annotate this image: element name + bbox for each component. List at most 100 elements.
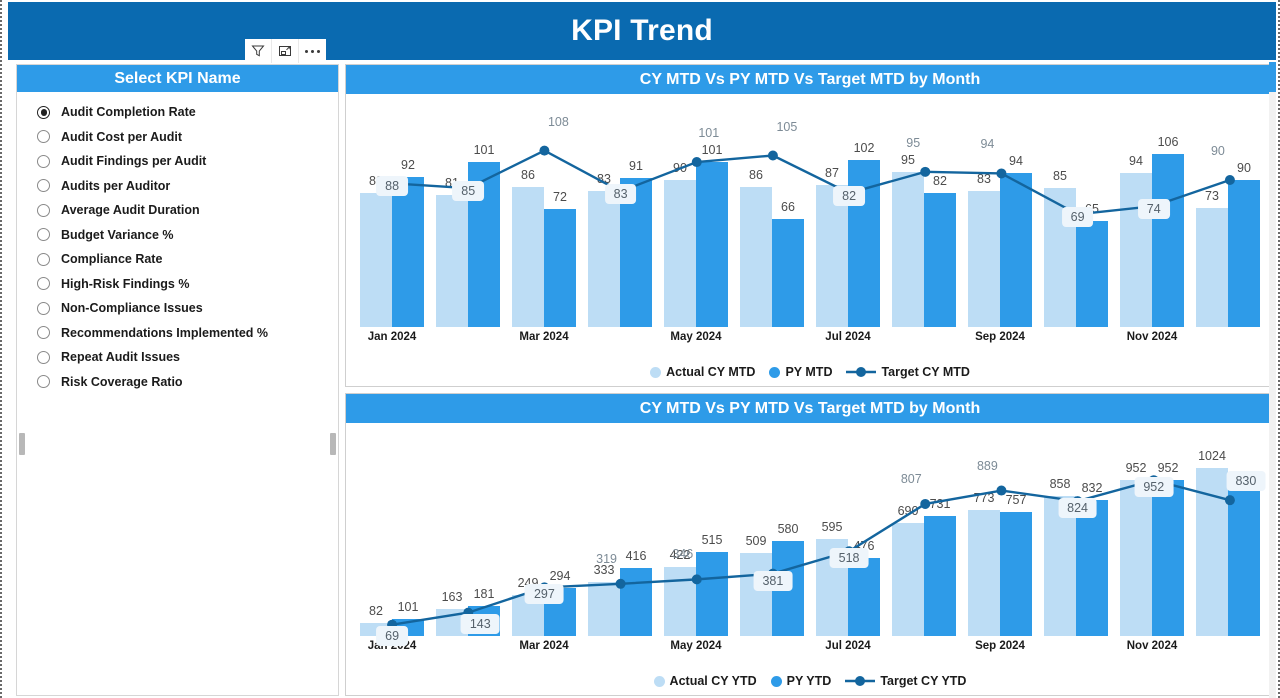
bar-actual[interactable]: 94	[1120, 154, 1152, 327]
bar-actual[interactable]: 82	[360, 604, 392, 636]
slicer-item-label: Budget Variance %	[61, 227, 174, 242]
legend-item[interactable]: Target CY YTD	[845, 674, 966, 688]
bar-py[interactable]: 416	[620, 549, 652, 636]
slicer-item-audit-cost-per-audit[interactable]: Audit Cost per Audit	[37, 125, 338, 150]
slicer-scrollbar-left[interactable]	[19, 433, 25, 455]
x-axis-tick: May 2024	[670, 331, 722, 343]
bar-actual[interactable]: 858	[1044, 477, 1076, 636]
radio-button[interactable]	[37, 179, 50, 193]
bar-py[interactable]: 476	[848, 539, 880, 636]
bar-group: 73 90	[1190, 94, 1266, 327]
bar-py[interactable]: 757	[1000, 493, 1032, 636]
bar-actual[interactable]: 87	[816, 166, 848, 327]
bar-group: 85 65	[1038, 94, 1114, 327]
bar-value-label: 952	[1157, 461, 1179, 476]
slicer-item-high-risk-findings[interactable]: High-Risk Findings %	[37, 272, 338, 297]
legend-item[interactable]: PY YTD	[770, 674, 831, 688]
bar-py[interactable]: 952	[1152, 461, 1184, 636]
radio-button[interactable]	[37, 130, 50, 144]
bar-py[interactable]: 82	[924, 174, 956, 327]
bar-actual[interactable]: 83	[588, 172, 620, 327]
slicer-item-label: Audit Completion Rate	[61, 105, 196, 120]
x-axis-tick	[734, 327, 810, 347]
legend-item[interactable]: Actual CY MTD	[650, 365, 755, 379]
bar-py[interactable]: 66	[772, 200, 804, 327]
bar-actual[interactable]: 595	[816, 520, 848, 636]
bar-py[interactable]: 901	[1228, 470, 1260, 636]
bar-value-label: 333	[593, 562, 615, 577]
legend-item[interactable]: PY MTD	[769, 365, 832, 379]
bar-actual[interactable]: 85	[1044, 169, 1076, 327]
bar-py[interactable]: 515	[696, 533, 728, 636]
radio-button[interactable]	[37, 252, 50, 266]
bar-py[interactable]: 101	[696, 143, 728, 327]
chart-card-ytd: CY MTD Vs PY MTD Vs Target MTD by Month …	[345, 393, 1275, 696]
bar-actual[interactable]: 509	[740, 534, 772, 636]
slicer-item-average-audit-duration[interactable]: Average Audit Duration	[37, 198, 338, 223]
bar-py[interactable]: 65	[1076, 202, 1108, 327]
bar-actual[interactable]: 952	[1120, 461, 1152, 636]
slicer-item-non-compliance-issues[interactable]: Non-Compliance Issues	[37, 296, 338, 321]
bar-py[interactable]: 106	[1152, 135, 1184, 327]
bar-py[interactable]: 92	[392, 158, 424, 327]
bar-actual[interactable]: 333	[588, 563, 620, 636]
bar-actual[interactable]: 249	[512, 576, 544, 636]
bar-py[interactable]: 91	[620, 159, 652, 327]
bar-py[interactable]: 731	[924, 497, 956, 636]
filter-icon[interactable]	[245, 39, 272, 63]
bar-actual[interactable]: 86	[740, 168, 772, 327]
bar-actual[interactable]: 81	[436, 176, 468, 327]
slicer-title: Select KPI Name	[17, 65, 338, 92]
slicer-item-compliance-rate[interactable]: Compliance Rate	[37, 247, 338, 272]
slicer-item-recommendations-implemented[interactable]: Recommendations Implemented %	[37, 321, 338, 346]
bar-actual[interactable]: 90	[664, 161, 696, 327]
radio-button[interactable]	[37, 350, 50, 364]
legend-item[interactable]: Actual CY YTD	[653, 674, 757, 688]
bar-actual[interactable]: 95	[892, 153, 924, 327]
slicer-item-risk-coverage-ratio[interactable]: Risk Coverage Ratio	[37, 370, 338, 395]
bar-py[interactable]: 94	[1000, 154, 1032, 327]
bar-actual[interactable]: 82	[360, 174, 392, 327]
bar-actual[interactable]: 690	[892, 504, 924, 636]
slicer-item-audit-completion-rate[interactable]: Audit Completion Rate	[37, 100, 338, 125]
radio-button[interactable]	[37, 375, 50, 389]
slicer-item-audits-per-auditor[interactable]: Audits per Auditor	[37, 174, 338, 199]
radio-button[interactable]	[37, 154, 50, 168]
bar-actual[interactable]: 83	[968, 172, 1000, 327]
radio-button[interactable]	[37, 105, 50, 119]
radio-button[interactable]	[37, 326, 50, 340]
radio-button[interactable]	[37, 203, 50, 217]
radio-button[interactable]	[37, 228, 50, 242]
bar-py[interactable]: 580	[772, 522, 804, 636]
focus-mode-icon[interactable]	[272, 39, 299, 63]
bar-py[interactable]: 90	[1228, 161, 1260, 327]
bar-py[interactable]: 72	[544, 190, 576, 327]
bar-py[interactable]: 181	[468, 587, 500, 636]
more-options-icon[interactable]	[299, 39, 326, 63]
bar-value-label: 83	[977, 172, 991, 187]
bar-py[interactable]: 102	[848, 141, 880, 327]
bar-actual[interactable]: 163	[436, 590, 468, 636]
bar-py[interactable]: 832	[1076, 481, 1108, 636]
radio-button[interactable]	[37, 277, 50, 291]
bar-value-label: 95	[901, 152, 915, 167]
x-axis-tick	[734, 636, 810, 656]
bar-actual[interactable]: 1024	[1196, 449, 1228, 636]
bar-actual[interactable]: 773	[968, 491, 1000, 636]
bar-py[interactable]: 101	[392, 600, 424, 636]
page-scrollbar[interactable]	[1269, 62, 1276, 698]
radio-button[interactable]	[37, 301, 50, 315]
legend-item[interactable]: Target CY MTD	[846, 365, 970, 379]
bar-actual[interactable]: 422	[664, 548, 696, 636]
slicer-item-repeat-audit-issues[interactable]: Repeat Audit Issues	[37, 345, 338, 370]
slicer-item-budget-variance[interactable]: Budget Variance %	[37, 223, 338, 248]
slicer-scrollbar-right[interactable]	[330, 433, 336, 455]
bar-actual[interactable]: 86	[512, 168, 544, 327]
bar-actual[interactable]: 73	[1196, 189, 1228, 327]
bar-py[interactable]: 294	[544, 569, 576, 636]
slicer-item-audit-findings-per-audit[interactable]: Audit Findings per Audit	[37, 149, 338, 174]
bar-py[interactable]: 101	[468, 143, 500, 327]
legend-swatch-icon	[653, 675, 665, 687]
bar-group: 690 731	[886, 423, 962, 636]
